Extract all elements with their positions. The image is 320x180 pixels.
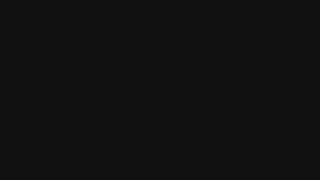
Text: $\int u\,dv = uv - \int v\,du$: $\int u\,dv = uv - \int v\,du$ xyxy=(57,136,263,170)
Text: integration by parts.: integration by parts. xyxy=(71,108,249,123)
Text: $\int x\,\tan^2\!x\;dx$: $\int x\,\tan^2\!x\;dx$ xyxy=(56,31,264,84)
